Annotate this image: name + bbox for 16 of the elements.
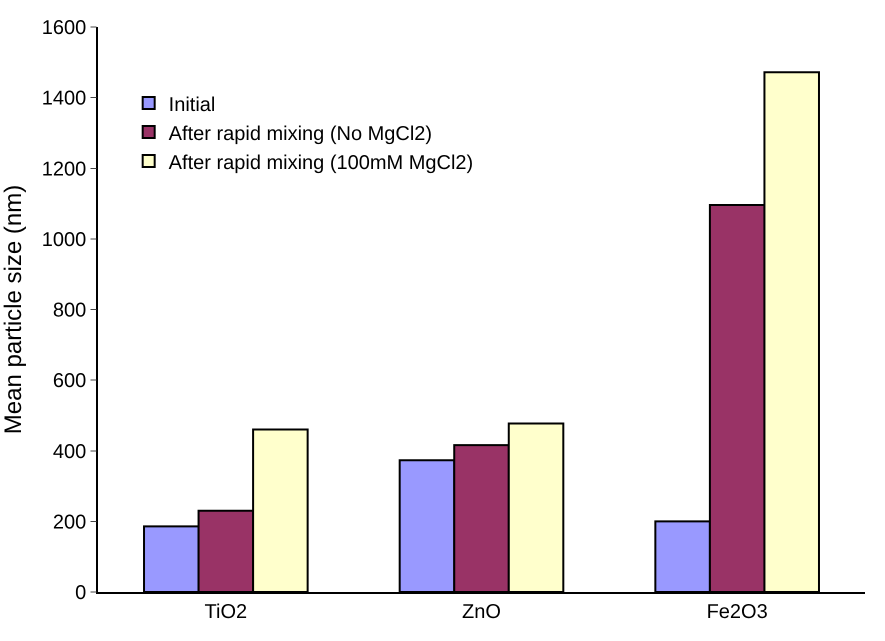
y-tick-label: 200	[52, 511, 86, 534]
y-tick-label: 0	[75, 582, 86, 604]
y-tick-label: 800	[52, 300, 86, 322]
y-tick-label: 1400	[42, 88, 86, 110]
y-tick-label: 1600	[42, 17, 86, 39]
y-tick-label: 1200	[42, 158, 86, 180]
x-tick-label: ZnO	[462, 600, 501, 623]
x-tick-label: TiO2	[204, 600, 248, 623]
y-tick-label: 600	[52, 370, 86, 392]
y-axis-title: Mean particle size (nm)	[0, 184, 27, 434]
y-tick-label: 1000	[42, 228, 86, 251]
legend-label: After rapid mixing (100mM MgCl2)	[168, 152, 474, 174]
x-tick-label: Fe2O3	[706, 600, 768, 623]
y-tick-label: 400	[52, 440, 86, 463]
legend-label: After rapid mixing (No MgCl2)	[168, 122, 432, 145]
legend-label: Initial	[168, 94, 216, 116]
